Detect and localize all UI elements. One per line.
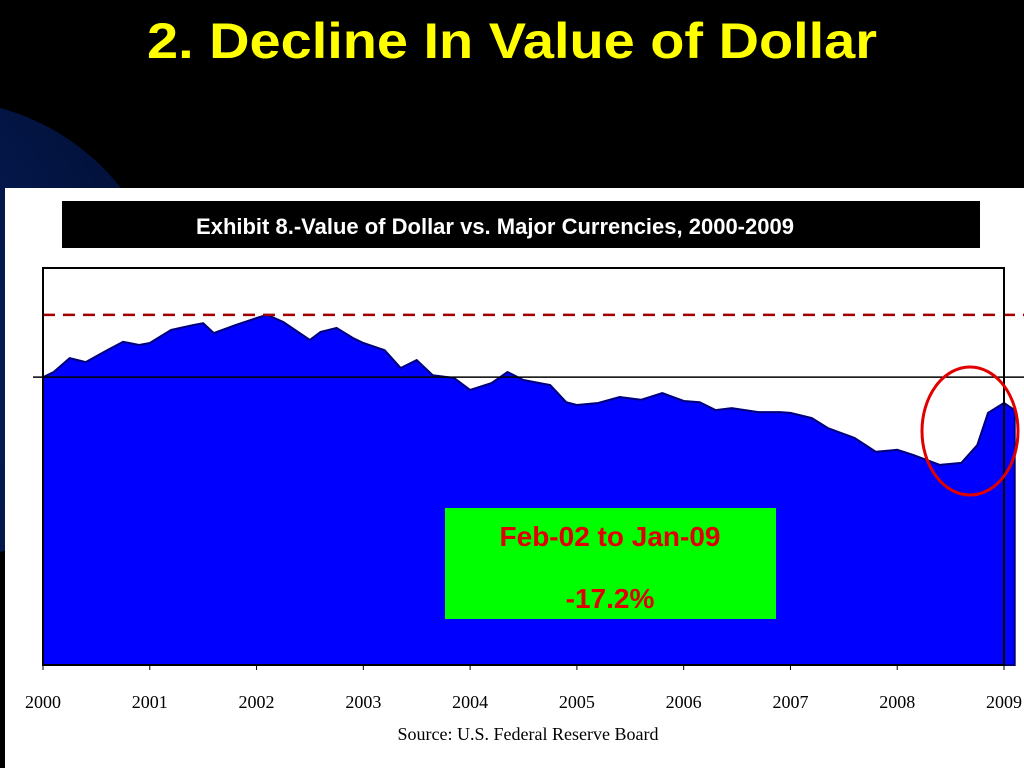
annotation-change: -17.2% <box>566 583 655 614</box>
x-tick-label: 2005 <box>559 692 595 712</box>
slide-title: 2. Decline In Value of Dollar <box>147 13 877 69</box>
plot-frame <box>42 267 1005 666</box>
x-tick-label: 2003 <box>345 692 381 712</box>
x-tick-label: 2002 <box>239 692 275 712</box>
annotation-box <box>445 508 776 619</box>
x-tick-label: 2000 <box>25 692 61 712</box>
annotation-period: Feb-02 to Jan-09 <box>500 521 721 552</box>
source: Source: U.S. Federal Reserve Board <box>398 724 659 744</box>
x-tick-label: 2009 <box>986 692 1022 712</box>
chart-title-box <box>62 201 980 248</box>
highlight-ellipse <box>920 365 1020 497</box>
x-tick-label: 2004 <box>452 692 488 712</box>
chart-title: Exhibit 8.-Value of Dollar vs. Major Cur… <box>196 214 794 239</box>
x-tick-label: 2006 <box>666 692 702 712</box>
x-tick-label: 2007 <box>772 692 808 712</box>
x-tick-label: 2008 <box>879 692 915 712</box>
x-tick-label: 2001 <box>132 692 168 712</box>
